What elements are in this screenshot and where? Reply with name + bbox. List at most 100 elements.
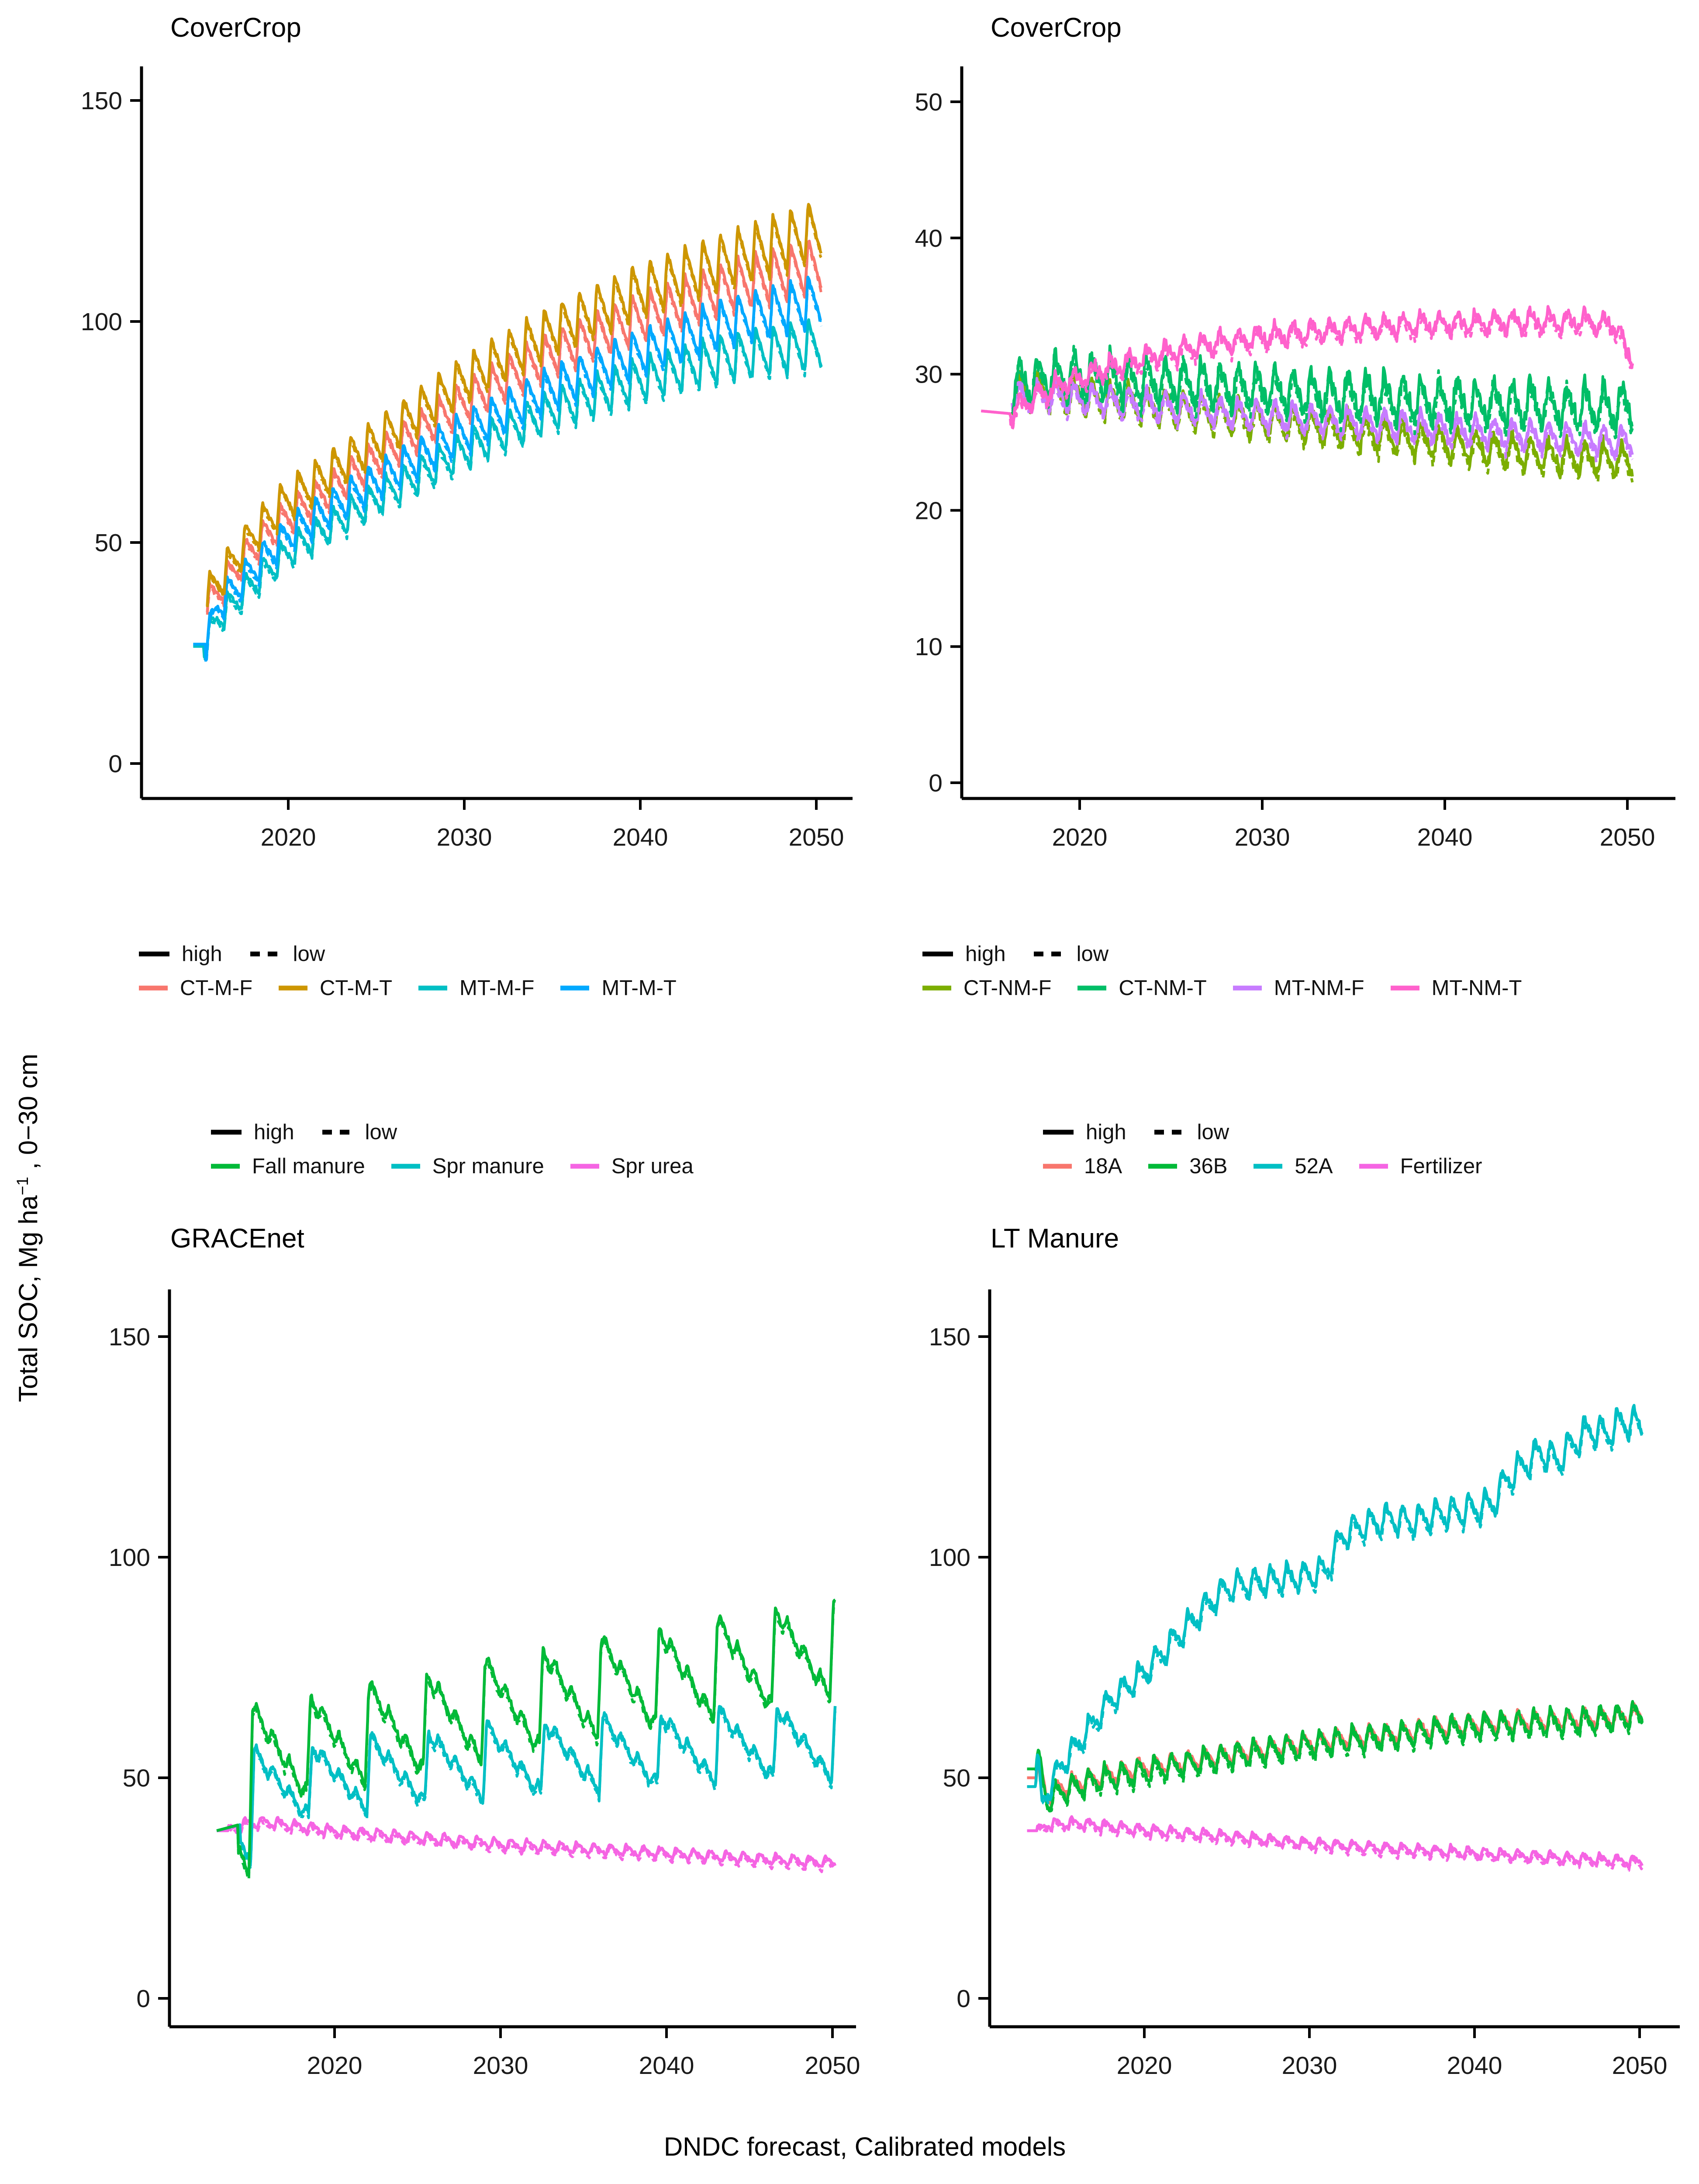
series-line-36B-low bbox=[1026, 1702, 1644, 1814]
series-color-line-icon bbox=[139, 985, 168, 991]
svg-text:0: 0 bbox=[929, 769, 943, 797]
legend-key-low: low bbox=[322, 1120, 397, 1144]
series-line-MT-NM-F-low bbox=[1011, 381, 1633, 464]
series-line-CT-NM-F-low bbox=[1011, 373, 1634, 484]
svg-text:2030: 2030 bbox=[437, 823, 492, 851]
series-color-line-icon bbox=[1077, 985, 1107, 991]
series-color-line-icon bbox=[570, 1164, 599, 1169]
series-line-Spr urea-high bbox=[216, 1816, 837, 1868]
legend-item-label: 18A bbox=[1084, 1154, 1122, 1178]
legend-item-CT-M-T: CT-M-T bbox=[279, 976, 392, 1000]
svg-text:2020: 2020 bbox=[1117, 2052, 1172, 2080]
series-color-line-icon bbox=[1043, 1164, 1072, 1169]
superscript-exponent: −1 bbox=[13, 1177, 31, 1196]
series-line-MT-M-F-low bbox=[193, 322, 823, 661]
legend-item-label: Spr manure bbox=[432, 1154, 544, 1178]
dashed-line-icon bbox=[1154, 1130, 1185, 1135]
svg-text:2030: 2030 bbox=[473, 2052, 528, 2080]
svg-text:50: 50 bbox=[943, 1764, 970, 1792]
legend-item-label: Fertilizer bbox=[1400, 1154, 1482, 1178]
svg-text:10: 10 bbox=[915, 633, 943, 661]
legend-item-18A: 18A bbox=[1043, 1154, 1122, 1178]
legend-key-label: high bbox=[254, 1120, 294, 1144]
panel-title-gracenet: GRACEnet bbox=[170, 1223, 304, 1254]
legend-item-52A: 52A bbox=[1254, 1154, 1333, 1178]
legend-item-label: MT-NM-F bbox=[1274, 976, 1364, 1000]
legend-item-CT-M-F: CT-M-F bbox=[139, 976, 252, 1000]
legend-item-label: MT-M-T bbox=[601, 976, 677, 1000]
svg-text:2020: 2020 bbox=[307, 2052, 363, 2080]
series-line-Fall manure-low bbox=[216, 1599, 836, 1881]
series-color-line-icon bbox=[1233, 985, 1262, 991]
legend-covercrop-nomanure: high low CT-NM-F CT-NM-T MT-NM-F MT-NM-T bbox=[922, 942, 1548, 1000]
legend-key-label: low bbox=[293, 942, 325, 966]
series-color-line-icon bbox=[391, 1164, 420, 1169]
svg-text:0: 0 bbox=[108, 750, 122, 778]
series-line-Fall manure-high bbox=[216, 1598, 836, 1875]
legend-item-label: MT-M-F bbox=[459, 976, 535, 1000]
panel-title-lt-manure: LT Manure bbox=[991, 1223, 1119, 1254]
y-axis-label: Total SOC, Mg ha−1 , 0−30 cm bbox=[13, 1054, 43, 1402]
svg-text:2050: 2050 bbox=[1612, 2052, 1668, 2080]
legend-item-Fertilizer: Fertilizer bbox=[1359, 1154, 1482, 1178]
series-color-line-icon bbox=[279, 985, 307, 991]
series-line-52A-low bbox=[1026, 1406, 1644, 1805]
series-line-CT-NM-T-low bbox=[1011, 345, 1634, 439]
svg-text:150: 150 bbox=[109, 1323, 150, 1351]
svg-text:50: 50 bbox=[123, 1764, 150, 1792]
series-line-Spr manure-low bbox=[216, 1707, 837, 1869]
svg-text:50: 50 bbox=[915, 88, 943, 116]
legend-key-label: low bbox=[1197, 1120, 1229, 1144]
svg-text:2050: 2050 bbox=[805, 2052, 860, 2080]
svg-text:0: 0 bbox=[136, 1985, 150, 2013]
legend-item-label: CT-M-T bbox=[320, 976, 392, 1000]
dashed-line-icon bbox=[1033, 951, 1064, 957]
series-color-line-icon bbox=[560, 985, 590, 991]
legend-key-label: high bbox=[965, 942, 1006, 966]
solid-line-icon bbox=[211, 1130, 242, 1135]
legend-gracenet: high low Fall manure Spr manure Spr urea bbox=[211, 1120, 720, 1178]
series-line-36B-high bbox=[1026, 1700, 1644, 1812]
legend-item-MT-M-T: MT-M-T bbox=[560, 976, 677, 1000]
series-color-line-icon bbox=[1359, 1164, 1388, 1169]
legend-key-label: high bbox=[1086, 1120, 1126, 1144]
legend-key-label: high bbox=[182, 942, 222, 966]
legend-key-low: low bbox=[250, 942, 325, 966]
series-line-MT-M-T-low bbox=[193, 279, 823, 665]
legend-item-MT-M-F: MT-M-F bbox=[418, 976, 534, 1000]
solid-line-icon bbox=[922, 951, 953, 957]
svg-text:2040: 2040 bbox=[639, 2052, 694, 2080]
panel-title-covercrop-left: CoverCrop bbox=[170, 13, 301, 43]
series-line-MT-NM-T-low bbox=[981, 311, 1634, 431]
legend-item-label: 36B bbox=[1189, 1154, 1228, 1178]
series-color-line-icon bbox=[1390, 985, 1419, 991]
legend-covercrop-manure: high low CT-M-F CT-M-T MT-M-F MT-M-T bbox=[139, 942, 703, 1000]
series-color-line-icon bbox=[1148, 1164, 1178, 1169]
legend-item-Fall manure: Fall manure bbox=[211, 1154, 365, 1178]
solid-line-icon bbox=[1043, 1130, 1074, 1135]
series-line-CT-M-T-low bbox=[206, 205, 822, 607]
legend-item-Spr urea: Spr urea bbox=[570, 1154, 694, 1178]
svg-text:2030: 2030 bbox=[1235, 823, 1290, 851]
svg-text:2050: 2050 bbox=[1600, 823, 1655, 851]
legend-item-label: CT-NM-T bbox=[1119, 976, 1207, 1000]
svg-text:100: 100 bbox=[81, 308, 122, 336]
legend-lt-manure: high low 18A 36B 52A Fertilizer bbox=[1043, 1120, 1508, 1178]
svg-text:2040: 2040 bbox=[1417, 823, 1473, 851]
svg-text:50: 50 bbox=[95, 529, 122, 557]
legend-key-high: high bbox=[922, 942, 1006, 966]
legend-key-label: low bbox=[1076, 942, 1109, 966]
svg-text:2040: 2040 bbox=[1447, 2052, 1502, 2080]
legend-key-high: high bbox=[1043, 1120, 1126, 1144]
series-line-Fertilizer-high bbox=[1026, 1815, 1644, 1869]
legend-item-label: MT-NM-T bbox=[1431, 976, 1522, 1000]
legend-key-high: high bbox=[211, 1120, 294, 1144]
svg-text:40: 40 bbox=[915, 225, 943, 252]
svg-text:100: 100 bbox=[109, 1544, 150, 1572]
legend-item-MT-NM-T: MT-NM-T bbox=[1390, 976, 1522, 1000]
series-color-line-icon bbox=[211, 1164, 240, 1169]
legend-item-label: 52A bbox=[1295, 1154, 1333, 1178]
svg-text:150: 150 bbox=[81, 87, 122, 115]
